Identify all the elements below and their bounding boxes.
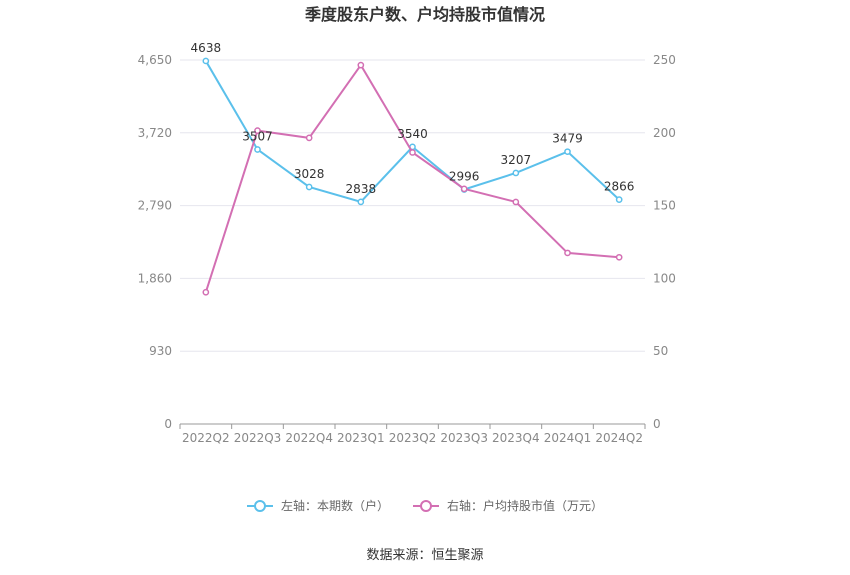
right-tick-label: 250 [653, 53, 676, 67]
data-label: 3028 [294, 167, 325, 181]
legend-marker-circle [254, 500, 266, 512]
x-tick-label: 2023Q4 [492, 431, 540, 445]
grid [180, 59, 645, 352]
x-tick-label: 2022Q4 [285, 431, 333, 445]
x-tick-label: 2023Q3 [440, 431, 488, 445]
series-1-point[interactable] [615, 196, 623, 204]
series-2-point[interactable] [305, 134, 313, 142]
series-1-point[interactable] [512, 169, 520, 177]
legend-label: 左轴：本期数（户） [281, 498, 389, 513]
data-label: 3540 [397, 127, 428, 141]
series-2-point[interactable] [564, 249, 571, 257]
series-layer [202, 57, 623, 296]
data-label: 4638 [191, 41, 222, 55]
series-1-point[interactable] [357, 198, 365, 206]
data-labels: 4638 3507 3028 2838 3540 2996 3207 3479 2866 [191, 41, 635, 196]
left-tick-label: 0 [164, 417, 172, 431]
left-tick-label: 3,720 [138, 126, 172, 140]
series-2-point[interactable] [615, 253, 623, 261]
series-1-point[interactable] [254, 146, 261, 153]
right-tick-label: 0 [653, 417, 661, 431]
series-2-point[interactable] [254, 127, 261, 134]
series-2-point[interactable] [357, 61, 365, 69]
series-2-point[interactable] [409, 149, 416, 156]
legend[interactable]: 左轴：本期数（户） 右轴：户均持股市值（万元） [247, 498, 603, 513]
series-line-2 [204, 63, 620, 293]
x-tick-label: 2023Q2 [389, 431, 437, 445]
x-tick-label: 2022Q2 [182, 431, 230, 445]
legend-marker-circle [420, 500, 432, 512]
series-1-point[interactable] [564, 148, 571, 156]
series-2-point[interactable] [202, 288, 210, 296]
left-tick-label: 2,790 [138, 199, 172, 213]
legend-label: 右轴：户均持股市值（万元） [447, 498, 603, 513]
data-label: 2996 [449, 169, 480, 183]
data-label: 3479 [552, 132, 583, 146]
right-tick-label: 150 [653, 199, 676, 213]
legend-item-1[interactable]: 左轴：本期数（户） [247, 498, 389, 513]
chart-title: 季度股东户数、户均持股市值情况 [304, 5, 545, 24]
series-2-point[interactable] [460, 185, 468, 193]
x-tick-label: 2024Q1 [544, 431, 592, 445]
left-tick-label: 1,860 [138, 271, 172, 285]
left-tick-label: 930 [149, 344, 172, 358]
x-tick-label: 2024Q2 [595, 431, 643, 445]
axes: 0 0 930 50 1,860 100 2,790 150 3,720 200 4,650 250 2… [138, 53, 676, 445]
series-1-point[interactable] [305, 183, 313, 191]
series-1-point[interactable] [202, 57, 210, 65]
data-label: 3207 [501, 153, 532, 167]
x-tick-label: 2022Q3 [234, 431, 282, 445]
left-tick-label: 4,650 [138, 53, 172, 67]
source-note: 数据来源：恒生聚源 [366, 548, 483, 563]
legend-item-2[interactable]: 右轴：户均持股市值（万元） [413, 498, 603, 513]
right-tick-label: 200 [653, 126, 676, 140]
x-tick-label: 2023Q1 [337, 431, 385, 445]
data-label: 3507 [242, 129, 273, 143]
right-tick-label: 50 [653, 344, 668, 358]
series-2-point[interactable] [512, 198, 520, 206]
data-label: 2866 [604, 180, 635, 194]
data-label: 2838 [346, 182, 377, 196]
right-tick-label: 100 [653, 271, 676, 285]
